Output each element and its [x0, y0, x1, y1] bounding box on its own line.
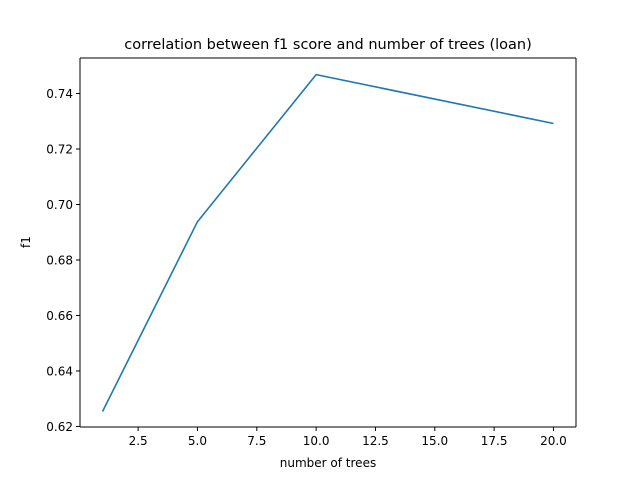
- x-tick-label: 5.0: [188, 434, 207, 448]
- x-tick-label: 10.0: [303, 434, 330, 448]
- y-tick-label: 0.70: [46, 198, 73, 212]
- y-tick-label: 0.62: [46, 420, 73, 434]
- x-tick-label: 17.5: [481, 434, 508, 448]
- y-tick-label: 0.72: [46, 143, 73, 157]
- y-tick-label: 0.66: [46, 309, 73, 323]
- x-tick-label: 15.0: [421, 434, 448, 448]
- chart-title: correlation between f1 score and number …: [124, 37, 532, 53]
- x-tick-label: 2.5: [129, 434, 148, 448]
- x-axis-label: number of trees: [280, 456, 376, 470]
- y-tick-label: 0.74: [46, 87, 73, 101]
- y-axis-label: f1: [19, 236, 33, 248]
- x-tick-label: 12.5: [362, 434, 389, 448]
- y-tick-label: 0.68: [46, 253, 73, 267]
- x-tick-label: 7.5: [247, 434, 266, 448]
- x-tick-label: 20.0: [540, 434, 567, 448]
- y-tick-label: 0.64: [46, 364, 73, 378]
